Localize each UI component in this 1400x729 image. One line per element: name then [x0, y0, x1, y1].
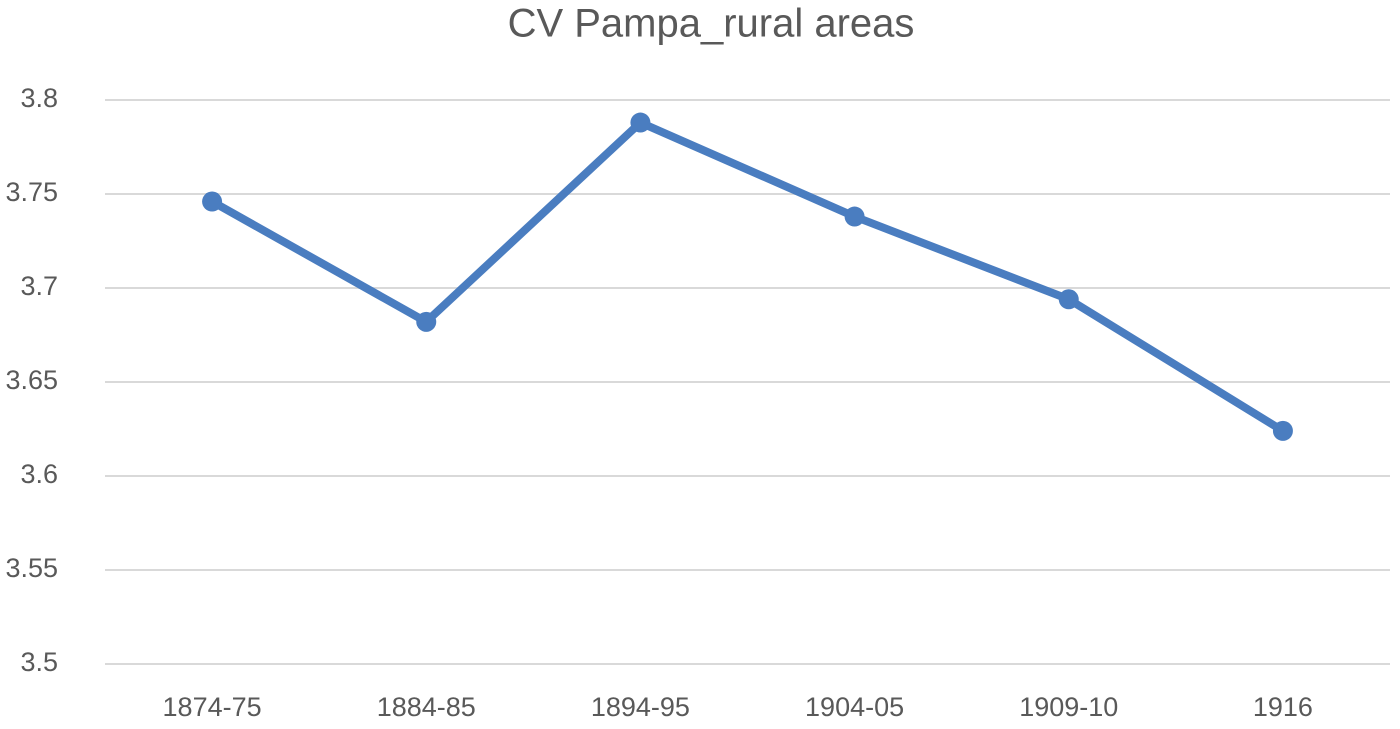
data-point [1272, 420, 1293, 441]
data-point [1058, 289, 1079, 310]
x-tick-label: 1904-05 [805, 692, 904, 722]
y-tick-label: 3.65 [5, 365, 58, 395]
data-point [202, 191, 223, 212]
y-tick-label: 3.6 [20, 459, 58, 489]
y-tick-label: 3.55 [5, 553, 58, 583]
data-line [210, 118, 1286, 435]
x-tick-label: 1884-85 [377, 692, 476, 722]
data-point [630, 112, 651, 133]
y-tick-label: 3.75 [5, 177, 58, 207]
data-point [844, 206, 865, 227]
x-tick-label: 1874-75 [163, 692, 262, 722]
chart-title: CV Pampa_rural areas [508, 2, 915, 46]
y-tick-label: 3.5 [20, 647, 58, 677]
x-tick-label: 1916 [1253, 692, 1313, 722]
x-tick-label: 1909-10 [1019, 692, 1118, 722]
y-tick-label: 3.8 [20, 83, 58, 113]
y-tick-label: 3.7 [20, 271, 58, 301]
data-point [416, 311, 437, 332]
x-tick-label: 1894-95 [591, 692, 690, 722]
